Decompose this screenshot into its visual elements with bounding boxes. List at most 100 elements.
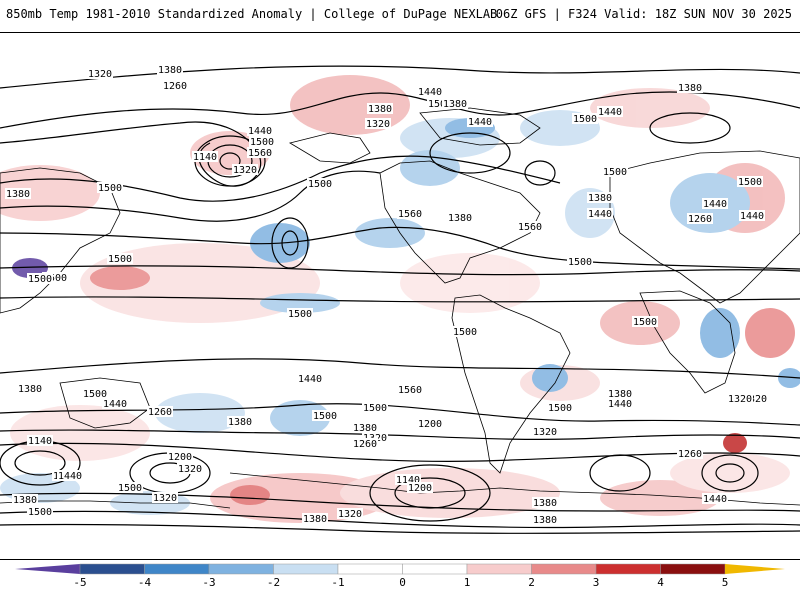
- anomaly-map[interactable]: 1380132012601380114013201440150015601380…: [0, 32, 800, 560]
- contour-label: 1260: [148, 407, 172, 418]
- contour-label-bg: [97, 182, 123, 193]
- contour-label-bg: [407, 482, 433, 493]
- colorbar-segment: [208, 563, 274, 575]
- contour-label: 1500: [250, 137, 274, 148]
- contour-label-bg: [107, 253, 133, 264]
- colorbar-tick-label: 5: [721, 576, 729, 589]
- colorbar-tick-label: -1: [331, 576, 345, 589]
- contour-label-bg: [167, 451, 193, 462]
- contour-label-bg: [597, 106, 623, 117]
- contour-label-bg: [147, 406, 173, 417]
- contour-label: 1560: [398, 209, 422, 220]
- contour-label-bg: [587, 192, 613, 203]
- contour-label-bg: [452, 326, 478, 337]
- contour-label: 1440: [468, 117, 492, 128]
- contour-label-bg: [397, 384, 423, 395]
- contour-label-bg: [352, 438, 378, 449]
- contour-label-bg: [547, 402, 573, 413]
- contour-label: 1560: [248, 148, 272, 159]
- contour-label-bg: [702, 493, 728, 504]
- contour-label-bg: [337, 508, 363, 519]
- contour-label-bg: [27, 435, 53, 446]
- contour-label: 1380: [523, 33, 547, 36]
- contour-label: 1560: [518, 222, 542, 233]
- contour-label: 1380: [448, 213, 472, 224]
- contour-label: 1320: [338, 509, 362, 520]
- contour-label-bg: [152, 492, 178, 503]
- contour-label-bg: [427, 98, 453, 109]
- contour-label-bg: [12, 494, 38, 505]
- contour-label-bg: [82, 388, 108, 399]
- contour-label: 1440: [703, 494, 727, 505]
- contour-label: 1500: [453, 327, 477, 338]
- contour-label: 1200: [168, 452, 192, 463]
- contour-label: 1380: [18, 384, 42, 395]
- contour-label-bg: [587, 208, 613, 219]
- contour-label-bg: [532, 426, 558, 437]
- contour-label-bg: [102, 398, 128, 409]
- contour-label-bg: [395, 474, 421, 485]
- contour-label-bg: [727, 393, 753, 404]
- contour-label-bg: [417, 86, 443, 97]
- contour-label: 1440: [588, 209, 612, 220]
- contour-label-bg: [249, 136, 275, 147]
- colorbar-min-arrow: [15, 564, 80, 574]
- colorbar-segment: [660, 563, 726, 575]
- contour-label: 1380: [533, 515, 557, 526]
- contour-label: 1380: [608, 389, 632, 400]
- contour-label-bg: [607, 388, 633, 399]
- contour-label: 1140: [193, 152, 217, 163]
- contour-label-bg: [307, 178, 333, 189]
- contour-label: 1440: [608, 399, 632, 410]
- colorbar-tick-label: 4: [657, 576, 664, 589]
- contour-label-bg: [5, 188, 31, 199]
- colorbar-tick-label: 3: [592, 576, 600, 589]
- contour-label: 1500: [288, 309, 312, 320]
- contour-label: 1500: [633, 317, 657, 328]
- contour-label: 1200: [418, 419, 442, 430]
- contour-label: 1500: [313, 411, 337, 422]
- colorbar-tick-label: 2: [528, 576, 535, 589]
- contour-label: 1320: [88, 69, 112, 80]
- contour-label-bg: [739, 210, 765, 221]
- contour-label: 1440: [58, 471, 82, 482]
- contour-label-bg: [27, 506, 53, 517]
- contour-label-bg: [442, 98, 468, 109]
- contour-label-bg: [602, 166, 628, 177]
- contour-label-bg: [467, 116, 493, 127]
- contour-label: 1380: [13, 495, 37, 506]
- contour-label-bg: [362, 432, 388, 443]
- contour-label: 1500: [573, 114, 597, 125]
- contour-label-bg: [57, 470, 83, 481]
- contour-label-bg: [297, 373, 323, 384]
- contour-label: 1380: [368, 104, 392, 115]
- contour-label-bg: [17, 383, 43, 394]
- contour-label-bg: [677, 82, 703, 93]
- contour-label-bg: [177, 463, 203, 474]
- contour-label: 1500: [98, 183, 122, 194]
- contour-label-bg: [365, 118, 391, 129]
- contour-label: 1380: [443, 99, 467, 110]
- contour-label-bg: [517, 221, 543, 232]
- contour-label: 1320: [366, 119, 390, 130]
- contour-label: 1260: [688, 214, 712, 225]
- contour-label: 1500: [568, 257, 592, 268]
- contour-label-bg: [737, 176, 763, 187]
- contour-label: 1380: [588, 193, 612, 204]
- contour-label-bg: [702, 198, 728, 209]
- map-title: 850mb Temp 1981-2010 Standardized Anomal…: [6, 7, 498, 21]
- contour-label: 1500: [428, 99, 452, 110]
- contour-label-bg: [232, 164, 258, 175]
- contour-label-bg: [247, 147, 273, 158]
- contour-label-bg: [532, 514, 558, 525]
- model-run-info: 06Z GFS | F324 Valid: 18Z SUN NOV 30 202…: [495, 7, 792, 21]
- contour-label: 1500: [28, 507, 52, 518]
- contour-label: 1380: [303, 514, 327, 525]
- contour-label: 1380: [158, 65, 182, 76]
- contour-label: 1440: [298, 374, 322, 385]
- colorbar-segment: [273, 563, 339, 575]
- colorbar-ramp: [15, 563, 785, 575]
- contour-label: 1500: [28, 274, 52, 285]
- contour-label: 1500: [308, 179, 332, 190]
- contour-label: 1560: [398, 385, 422, 396]
